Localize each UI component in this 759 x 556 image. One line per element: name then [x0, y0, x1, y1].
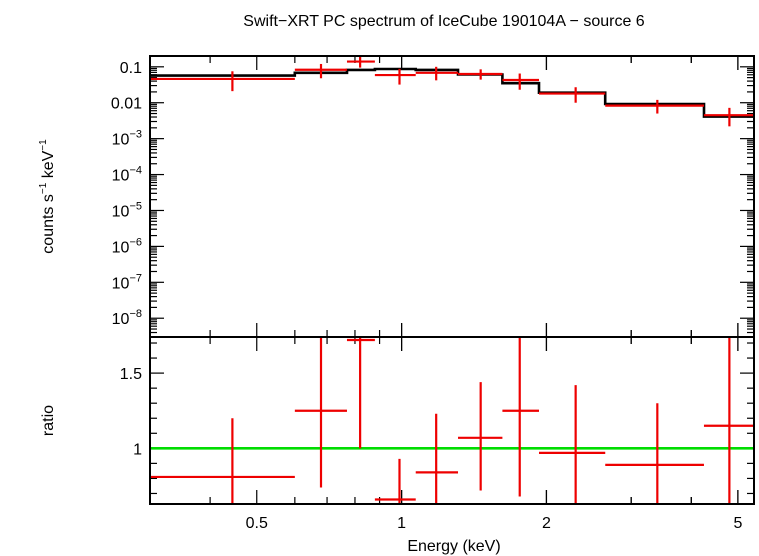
y-tick-label-base: 10	[112, 275, 130, 292]
ratio-data-point	[458, 382, 503, 491]
y-tick-label-base: 0.1	[120, 60, 142, 77]
ratio-plot-frame	[149, 336, 755, 505]
ratio-data-point	[502, 337, 539, 497]
ratio-data-point	[374, 458, 416, 504]
y-tick-label-base: 10	[112, 168, 130, 185]
spectrum-data-point	[346, 56, 375, 68]
spectrum-data-point	[502, 73, 539, 90]
spectrum-data-points	[150, 56, 754, 127]
x-axis-label: Energy (keV)	[407, 538, 500, 555]
spectrum-data-point	[150, 71, 295, 92]
spectrum-data-point	[703, 107, 754, 127]
ratio-data-point	[150, 418, 295, 504]
spectrum-data-point	[458, 69, 503, 80]
y-tick-label-base: 10	[112, 203, 130, 220]
y-tick-label: 0.01	[111, 96, 142, 113]
y-tick-label: 10−8	[112, 308, 142, 328]
y-tick-label: 10−5	[112, 200, 142, 220]
y-tick-label: 10−4	[112, 165, 142, 185]
x-tick-label: 5	[733, 515, 742, 532]
ratio-panel: 11.5 ratio	[40, 336, 755, 505]
x-tick-label: 1	[397, 515, 406, 532]
y-tick-label-exponent: −6	[129, 236, 142, 248]
spectrum-y-axis-label: counts s−1 keV−1	[38, 139, 57, 254]
spectrum-data-point	[415, 66, 459, 81]
y-tick-label: 10−3	[112, 129, 142, 149]
spectrum-data-point	[605, 99, 704, 114]
y-tick-label: 0.1	[120, 60, 142, 77]
ratio-data-point	[294, 337, 347, 488]
x-tick-label: 0.5	[246, 515, 268, 532]
x-tick-label: 2	[542, 515, 551, 532]
ylabel-base: counts s	[40, 194, 57, 254]
y-tick-label-base: 0.01	[111, 96, 142, 113]
spectrum-data-point	[294, 63, 347, 79]
y-tick-label-exponent: −8	[129, 308, 142, 320]
spectrum-ticks	[149, 55, 754, 338]
ratio-ticks	[149, 337, 754, 504]
y-tick-label: 10−6	[112, 236, 142, 256]
y-tick-label-exponent: −4	[129, 165, 142, 177]
ratio-data-point	[538, 385, 606, 504]
chart-title: Swift−XRT PC spectrum of IceCube 190104A…	[243, 13, 645, 30]
ratio-data-point	[605, 403, 704, 504]
ylabel-sup2: −1	[38, 139, 49, 151]
ylabel-mid: keV	[40, 150, 57, 182]
model-step-line	[150, 67, 754, 118]
y-tick-label-exponent: −5	[129, 200, 142, 212]
ylabel-sup1: −1	[38, 182, 49, 194]
ratio-data-points	[150, 337, 754, 504]
ratio-y-tick-labels: 11.5	[120, 366, 142, 458]
y-tick-label-exponent: −3	[129, 129, 142, 141]
ratio-data-point	[415, 413, 459, 504]
ratio-y-axis-label: ratio	[40, 405, 57, 436]
ratio-data-point	[346, 337, 375, 449]
spectrum-data-point	[538, 87, 606, 103]
spectrum-data-point	[374, 68, 416, 85]
y-tick-label: 1	[133, 441, 142, 458]
y-tick-label-base: 10	[112, 239, 130, 256]
y-tick-label: 1.5	[120, 366, 142, 383]
model-histogram	[150, 67, 754, 118]
y-tick-label-base: 10	[112, 311, 130, 328]
x-tick-labels: 0.5 1 2 5	[246, 515, 743, 532]
y-tick-label: 10−7	[112, 272, 142, 292]
y-tick-label-exponent: −7	[129, 272, 142, 284]
ratio-data-point	[703, 337, 754, 504]
spectrum-plot-frame	[149, 55, 755, 338]
y-tick-label-base: 10	[112, 132, 130, 149]
